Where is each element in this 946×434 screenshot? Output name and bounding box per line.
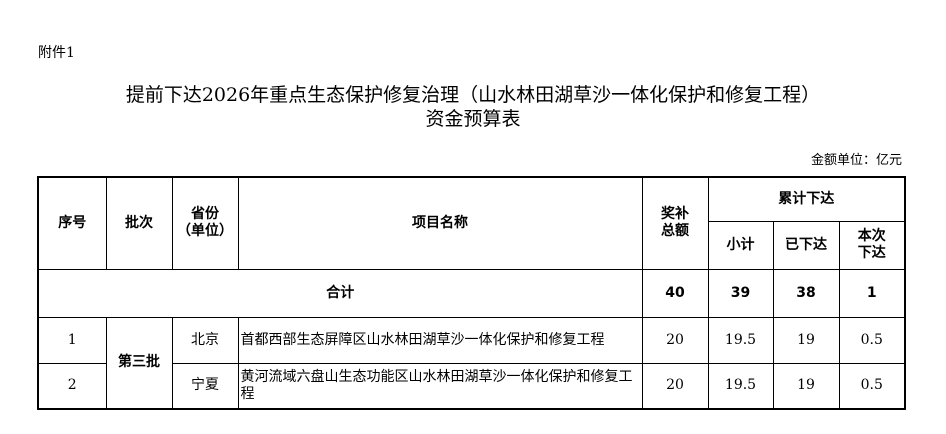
total-issued: 38 bbox=[772, 268, 840, 318]
header-issued: 已下达 bbox=[772, 220, 840, 270]
row-project: 黄河流域六盘山生态功能区山水林田湖草沙一体化保护和修复工程 bbox=[237, 362, 643, 410]
row-seq: 2 bbox=[37, 362, 107, 410]
row-issued: 19 bbox=[772, 362, 840, 410]
header-total-label: 奖补 bbox=[661, 206, 689, 223]
row-subtotal: 19.5 bbox=[707, 316, 774, 364]
document-title-line1: 提前下达2026年重点生态保护修复治理（山水林田湖草沙一体化保护和修复工程） bbox=[125, 84, 821, 106]
document-title-line2: 资金预算表 bbox=[425, 108, 521, 130]
header-total: 奖补 总额 bbox=[641, 176, 709, 270]
row-issued: 19 bbox=[772, 316, 840, 364]
row-total: 20 bbox=[641, 362, 709, 410]
total-current: 1 bbox=[838, 268, 906, 318]
total-label: 合计 bbox=[37, 268, 643, 318]
row-current: 0.5 bbox=[838, 362, 906, 410]
subheader-row: 小计 已下达 本次 下达 bbox=[38, 220, 906, 270]
header-province: 省份 （单位） bbox=[171, 176, 239, 270]
row-batch: 第三批 bbox=[105, 316, 173, 410]
row-province: 宁夏 bbox=[171, 362, 239, 410]
table-row: 1 第三批 北京 首都西部生态屏障区山水林田湖草沙一体化保护和修复工程 20 1… bbox=[37, 316, 906, 410]
row-project: 首都西部生态屏障区山水林田湖草沙一体化保护和修复工程 bbox=[237, 316, 643, 364]
attachment-label: 附件1 bbox=[38, 45, 75, 61]
unit-note: 金额单位：亿元 bbox=[810, 153, 902, 168]
row-seq: 1 bbox=[37, 316, 107, 364]
header-province-label: 省份 bbox=[191, 206, 219, 223]
total-subtotal: 39 bbox=[707, 268, 774, 318]
header-cumulative: 累计下达 bbox=[707, 176, 906, 222]
row-total: 20 bbox=[641, 316, 709, 364]
row-province: 北京 bbox=[171, 316, 239, 364]
header-subtotal: 小计 bbox=[707, 220, 774, 270]
total-amount: 40 bbox=[641, 268, 709, 318]
header-current-sub: 下达 bbox=[857, 245, 886, 261]
header-project: 项目名称 bbox=[237, 176, 643, 270]
total-row: 合计 40 39 38 1 bbox=[37, 268, 906, 318]
table-row: 2 宁夏 黄河流域六盘山生态功能区山水林田湖草沙一体化保护和修复工程 20 19… bbox=[37, 362, 906, 410]
header-batch: 批次 bbox=[105, 176, 173, 270]
budget-table: 序号 批次 省份 （单位） 项目名称 奖补 总额 累计下达 小计 已下达 本次 下达 … bbox=[37, 176, 906, 410]
row-current: 0.5 bbox=[838, 316, 906, 364]
row-subtotal: 19.5 bbox=[707, 362, 774, 410]
header-total-sub: 总额 bbox=[661, 223, 689, 240]
header-current-label: 本次 bbox=[857, 228, 886, 244]
header-row: 序号 批次 省份 （单位） 项目名称 奖补 总额 累计下达 bbox=[37, 176, 906, 270]
header-current: 本次 下达 bbox=[838, 220, 906, 270]
header-province-sub: （单位） bbox=[177, 223, 233, 240]
header-seq: 序号 bbox=[37, 176, 107, 270]
